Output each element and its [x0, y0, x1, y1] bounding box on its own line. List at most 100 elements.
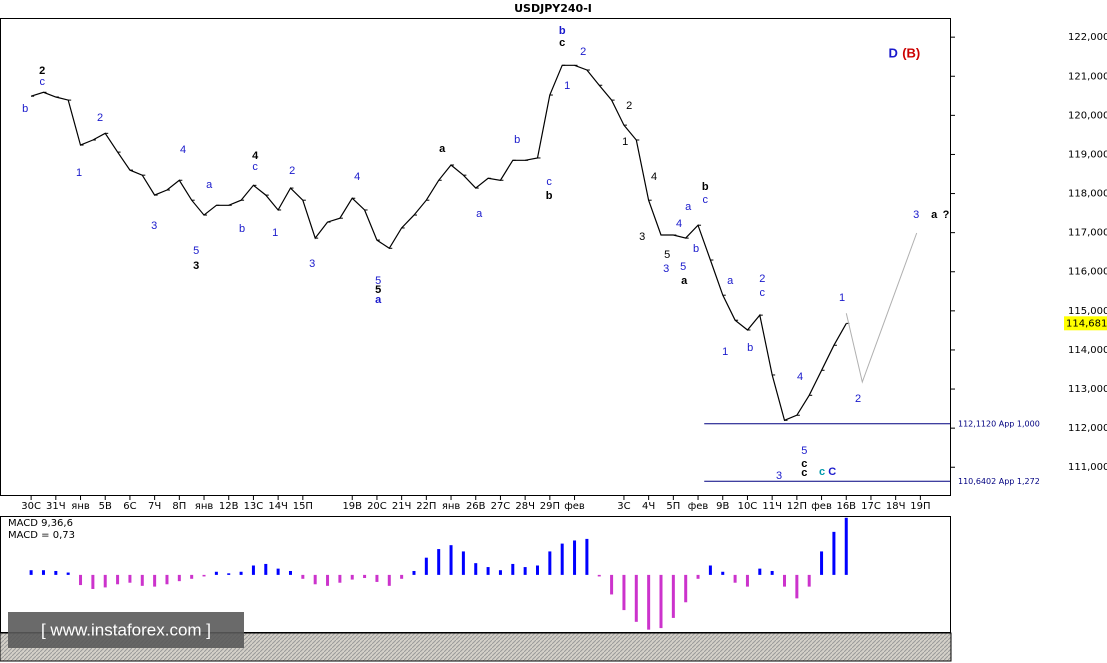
wave-label: 4	[797, 371, 803, 383]
macd-bar	[560, 543, 564, 575]
wave-label: 5	[375, 284, 381, 296]
x-tick-label: 19В	[342, 501, 362, 512]
wave-label: c	[559, 37, 565, 49]
x-tick-label: 16В	[836, 501, 856, 512]
wave-label: b	[546, 190, 553, 202]
wave-label: 1	[839, 292, 845, 304]
x-tick-label: 10С	[738, 501, 758, 512]
wave-label: c	[252, 161, 258, 173]
watermark-box	[8, 612, 244, 648]
wave-label: 3	[639, 231, 645, 243]
watermark: [ www.instaforex.com ]	[41, 620, 211, 639]
x-tick-label: янв	[442, 501, 461, 512]
y-tick-label: 116,000	[1068, 267, 1107, 278]
macd-bar	[313, 574, 317, 585]
wave-label: 5	[664, 249, 670, 261]
level-label: 110,6402 App 1,272	[958, 477, 1040, 486]
macd-bar	[41, 570, 45, 575]
y-tick-label: 121,000	[1068, 71, 1107, 82]
wave-label: 5	[193, 245, 199, 257]
macd-bar	[276, 568, 280, 575]
wave-label: 4	[354, 171, 360, 183]
wave-label: b	[22, 103, 28, 115]
macd-title: MACD 9,36,6	[8, 518, 73, 529]
wave-label: 5	[680, 261, 686, 273]
macd-bar	[227, 573, 231, 575]
wave-label: (B)	[902, 45, 920, 60]
macd-bar	[783, 574, 787, 587]
wave-label: 3	[913, 209, 919, 221]
wave-label: 1	[76, 167, 82, 179]
macd-bar	[326, 574, 330, 586]
macd-bar	[424, 557, 428, 575]
macd-bar	[190, 574, 194, 579]
macd-bar	[807, 574, 811, 587]
wave-label: 1	[722, 346, 728, 358]
x-tick-label: 20С	[367, 501, 387, 512]
last-price-label: 114,681	[1066, 318, 1107, 329]
x-tick-label: 27С	[491, 501, 511, 512]
macd-bar	[116, 574, 120, 585]
x-tick-label: 12В	[219, 501, 239, 512]
wave-label: C	[828, 466, 836, 478]
wave-label: a	[931, 209, 938, 221]
macd-bar	[363, 574, 367, 579]
wave-label: 1	[272, 227, 278, 239]
macd-bar	[548, 551, 552, 575]
macd-bar	[202, 574, 206, 577]
x-tick-label: 7Ч	[148, 501, 161, 512]
macd-bar	[585, 538, 589, 575]
macd-bar	[745, 574, 749, 587]
macd-bar	[461, 551, 465, 575]
x-tick-label: 31Ч	[46, 501, 66, 512]
y-tick-label: 112,000	[1068, 423, 1107, 434]
x-tick-label: 17С	[861, 501, 881, 512]
wave-label: D	[888, 45, 897, 60]
x-tick-label: янв	[195, 501, 214, 512]
y-tick-label: 113,000	[1068, 384, 1107, 395]
wave-label: c	[39, 76, 45, 88]
macd-bar	[449, 545, 453, 575]
macd-bar	[474, 563, 478, 575]
wave-label: 2	[39, 65, 45, 77]
wave-label: 2	[289, 165, 295, 177]
wave-label: 5	[375, 275, 381, 287]
x-tick-label: 11Ч	[762, 501, 782, 512]
wave-label: 2	[580, 46, 586, 58]
x-tick-label: 15П	[293, 501, 313, 512]
macd-bar	[400, 574, 404, 579]
wave-label: 4	[252, 150, 259, 162]
macd-bar	[153, 574, 157, 587]
wave-label: 3	[193, 260, 199, 272]
macd-bar	[301, 574, 305, 579]
wave-label: c	[546, 176, 552, 188]
macd-bar	[214, 571, 218, 575]
x-tick-label: 3С	[617, 501, 630, 512]
macd-bar	[832, 531, 836, 575]
y-tick-label: 120,000	[1068, 110, 1107, 121]
wave-label: 3	[151, 220, 157, 232]
x-tick-label: 21Ч	[392, 501, 412, 512]
y-tick-label: 117,000	[1068, 228, 1107, 239]
macd-bar	[54, 570, 58, 575]
x-tick-label: 28Ч	[515, 501, 535, 512]
x-tick-label: 13С	[244, 501, 264, 512]
wave-label: a	[685, 201, 692, 213]
x-tick-label: янв	[71, 501, 90, 512]
macd-bar	[486, 567, 490, 575]
macd-bar	[733, 574, 737, 583]
wave-label: c	[801, 458, 807, 470]
wave-label: b	[747, 342, 753, 354]
wave-label: 3	[776, 470, 782, 482]
y-tick-label: 119,000	[1068, 149, 1107, 160]
wave-label: 4	[651, 171, 657, 183]
macd-bar	[610, 574, 614, 595]
macd-bar	[511, 563, 515, 575]
macd-bar	[498, 570, 502, 575]
wave-label: b	[693, 243, 699, 255]
x-tick-label: фев	[811, 501, 832, 512]
macd-bar	[659, 574, 663, 629]
macd-bar	[573, 540, 577, 575]
